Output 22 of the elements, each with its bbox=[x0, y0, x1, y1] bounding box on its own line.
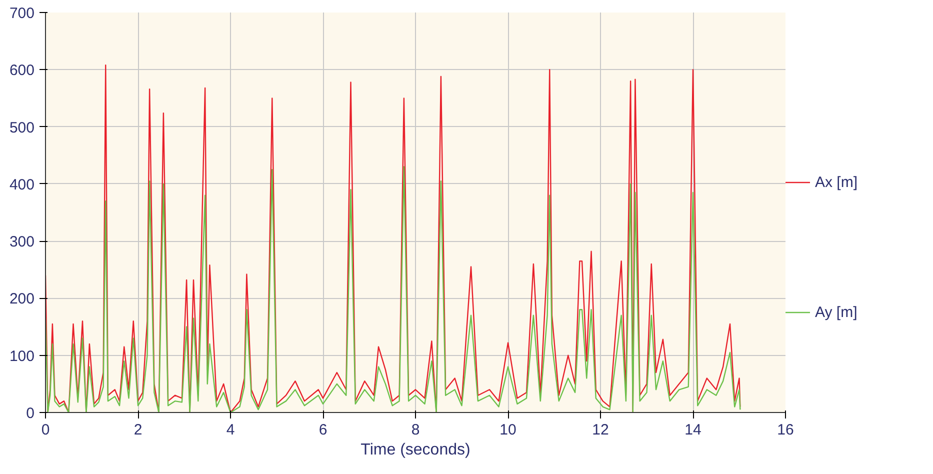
legend-label: Ay [m] bbox=[815, 304, 858, 320]
x-tick-label: 10 bbox=[500, 422, 516, 438]
line-series bbox=[46, 166, 741, 412]
y-tick-label: 0 bbox=[26, 405, 34, 422]
y-tick-label: 400 bbox=[9, 176, 35, 194]
y-tick-label: 600 bbox=[9, 62, 35, 80]
legend-label: Ax [m] bbox=[815, 174, 858, 190]
x-tick-label: 0 bbox=[41, 422, 50, 438]
x-tick-label: 12 bbox=[592, 422, 609, 438]
y-tick-label: 200 bbox=[9, 290, 35, 308]
y-tick-label: 700 bbox=[9, 5, 35, 22]
x-tick-label: 14 bbox=[684, 422, 702, 438]
x-tick-label: 6 bbox=[318, 422, 328, 438]
x-axis-title: Time (seconds) bbox=[360, 442, 470, 458]
y-tick-label: 100 bbox=[9, 348, 35, 365]
x-tick-label: 16 bbox=[777, 422, 794, 438]
line-series bbox=[46, 64, 741, 412]
x-tick-label: 8 bbox=[411, 422, 420, 438]
x-tick-label: 4 bbox=[226, 422, 235, 438]
x-tick-label: 2 bbox=[134, 422, 142, 438]
y-tick-label: 300 bbox=[9, 234, 35, 251]
y-tick-label: 500 bbox=[9, 119, 35, 136]
